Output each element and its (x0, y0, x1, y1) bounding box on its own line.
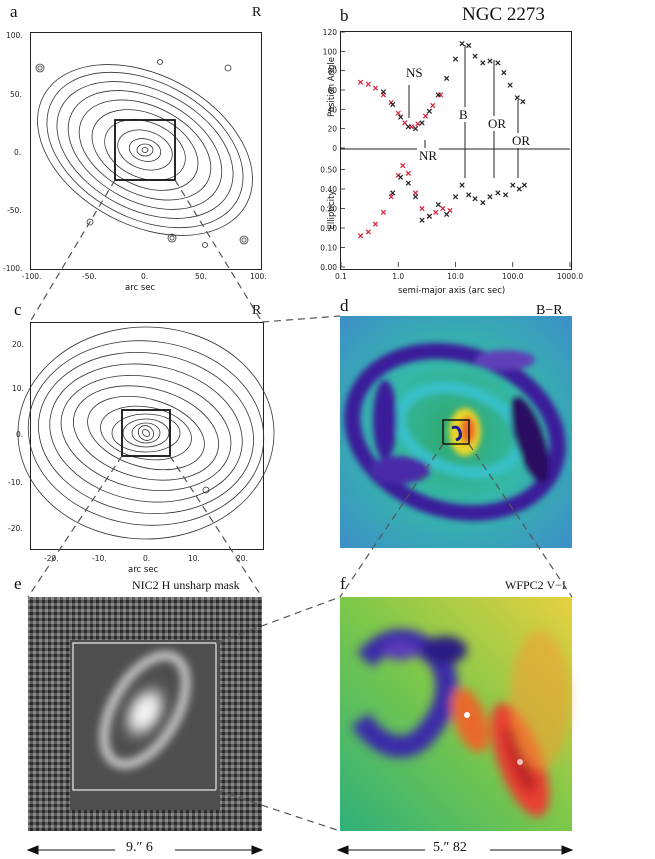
panel-e-label: e (14, 574, 22, 593)
panel-b-label: b (340, 6, 349, 25)
panel-c-ytick-1: 10. (12, 384, 24, 393)
panel-b-ylabel-bottom: Ellipticity (327, 190, 337, 230)
panel-a-frame (30, 32, 262, 270)
panel-c-ytick-4: -20. (8, 524, 23, 533)
profile-xtick-2: 10.0 (447, 272, 464, 281)
panel-a-ytick-3: -50. (7, 206, 22, 215)
panel-a-band: R (252, 5, 262, 20)
profile-1-ytick-0: 0.50 (320, 166, 337, 175)
panel-a-xlabel: arc sec (125, 283, 156, 293)
profile-0-ytick-0: 120 (323, 28, 338, 37)
panel-b-title: NGC 2273 (462, 4, 545, 25)
panel-c-xtick-4: 20. (236, 554, 248, 563)
panel-b-xlabel: semi-major axis (arc sec) (398, 286, 506, 296)
panel-c-ytick-0: 20. (12, 340, 24, 349)
panel-c-frame (30, 322, 264, 550)
panel-c-xtick-0: -20. (44, 554, 59, 563)
panel-a-xtick-1: -50. (82, 272, 97, 281)
panel-a-label: a (10, 2, 18, 21)
panel-c-ytick-3: -10. (8, 478, 23, 487)
panel-d-band: B−R (536, 303, 563, 318)
panel-d-label: d (340, 296, 349, 315)
panel-c-ytick-2: 0. (16, 430, 24, 439)
panel-c-xtick-1: -10. (92, 554, 107, 563)
panel-a-ytick-4: -100. (3, 264, 23, 273)
profile-0-ytick-6: 0 (332, 144, 337, 153)
panel-a-ytick-0: 100. (6, 31, 23, 40)
panel-e-scale-label: 9.″ 6 (126, 840, 153, 855)
panel-a-xtick-0: -100. (22, 272, 42, 281)
profile-xtick-3: 100.0 (502, 272, 524, 281)
panel-b-ylabel-top: Position Angle (327, 57, 337, 117)
panel-c-band: R (252, 303, 262, 318)
profile-1-ytick-5: 0.00 (320, 263, 337, 272)
panel-f-label: f (340, 574, 346, 593)
panel-c-xlabel: arc sec (128, 565, 159, 575)
panel-f-scale-label: 5.″ 82 (433, 840, 467, 855)
profile-xtick-0: 0.1 (335, 272, 347, 281)
panel-a-xtick-2: 0. (141, 272, 149, 281)
panel-a-xtick-4: 100. (250, 272, 267, 281)
panel-f-band: WFPC2 V−I (505, 578, 566, 592)
panel-a-ytick-2: 0. (14, 148, 22, 157)
panel-c-xtick-2: 0. (143, 554, 151, 563)
panel-c-xtick-3: 10. (188, 554, 200, 563)
profile-xtick-4: 1000.0 (557, 272, 583, 281)
panel-c-label: c (14, 300, 22, 319)
profile-xtick-1: 1.0 (392, 272, 404, 281)
panel-a-xtick-3: 50. (195, 272, 207, 281)
panel-b-frame (340, 31, 572, 270)
panel-a-ytick-1: 50. (10, 90, 22, 99)
panel-e-band: NIC2 H unsharp mask (132, 578, 240, 592)
